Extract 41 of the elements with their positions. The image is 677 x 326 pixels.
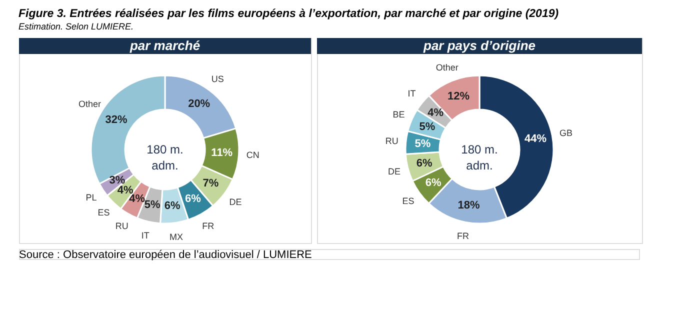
data-label: 5% — [414, 138, 431, 150]
text: 180 m. adm. — [461, 142, 498, 172]
text: Estimation. Selon LUMIERE. — [18, 22, 134, 32]
slice-label: IT — [408, 88, 416, 98]
data-label: 6% — [185, 193, 202, 206]
slice-label: FR — [457, 230, 470, 241]
data-label: 5% — [144, 199, 160, 212]
data-label: 4% — [428, 107, 444, 120]
text: 180 m. adm. — [146, 142, 184, 172]
source-note: Source : Observatoire européen de l’audiovisuel / LUMIERE — [19, 249, 312, 261]
slice-label: IT — [141, 230, 150, 240]
data-label: 20% — [188, 98, 210, 110]
data-label: 18% — [458, 199, 480, 212]
slice-label: MX — [170, 232, 184, 242]
slice-label: RU — [115, 221, 128, 232]
slice-label: ES — [402, 196, 414, 206]
slice-label: DE — [229, 197, 242, 208]
slice-label: US — [211, 74, 224, 84]
chart-title: par marché — [128, 38, 200, 53]
data-label: 11% — [211, 147, 233, 160]
slice-label: RU — [385, 136, 398, 146]
slice-label: CN — [246, 150, 260, 160]
caption: Figure 3. Entrées réalisées par les films européens à l’exportation, par marché et par origine (2019) — [18, 8, 559, 20]
data-label: 12% — [448, 90, 470, 103]
data-label: 32% — [105, 114, 128, 126]
data-label: 44% — [524, 132, 547, 145]
slice-label: FR — [202, 221, 215, 232]
slice-label: Other — [436, 62, 458, 73]
data-label: 6% — [416, 158, 432, 170]
slice-label: GB — [559, 128, 572, 138]
slice-label: Other — [78, 98, 102, 109]
chart-title: par pays d’origine — [422, 38, 536, 53]
data-label: 5% — [419, 120, 436, 133]
slice-label: BE — [392, 110, 405, 120]
data-label: 3% — [109, 174, 126, 187]
slice-label: DE — [388, 166, 401, 176]
slice-label: ES — [98, 208, 110, 218]
data-label: 7% — [202, 178, 219, 190]
data-label: 6% — [425, 177, 442, 190]
data-label: 6% — [164, 200, 180, 212]
slice-label: PL — [86, 192, 97, 203]
